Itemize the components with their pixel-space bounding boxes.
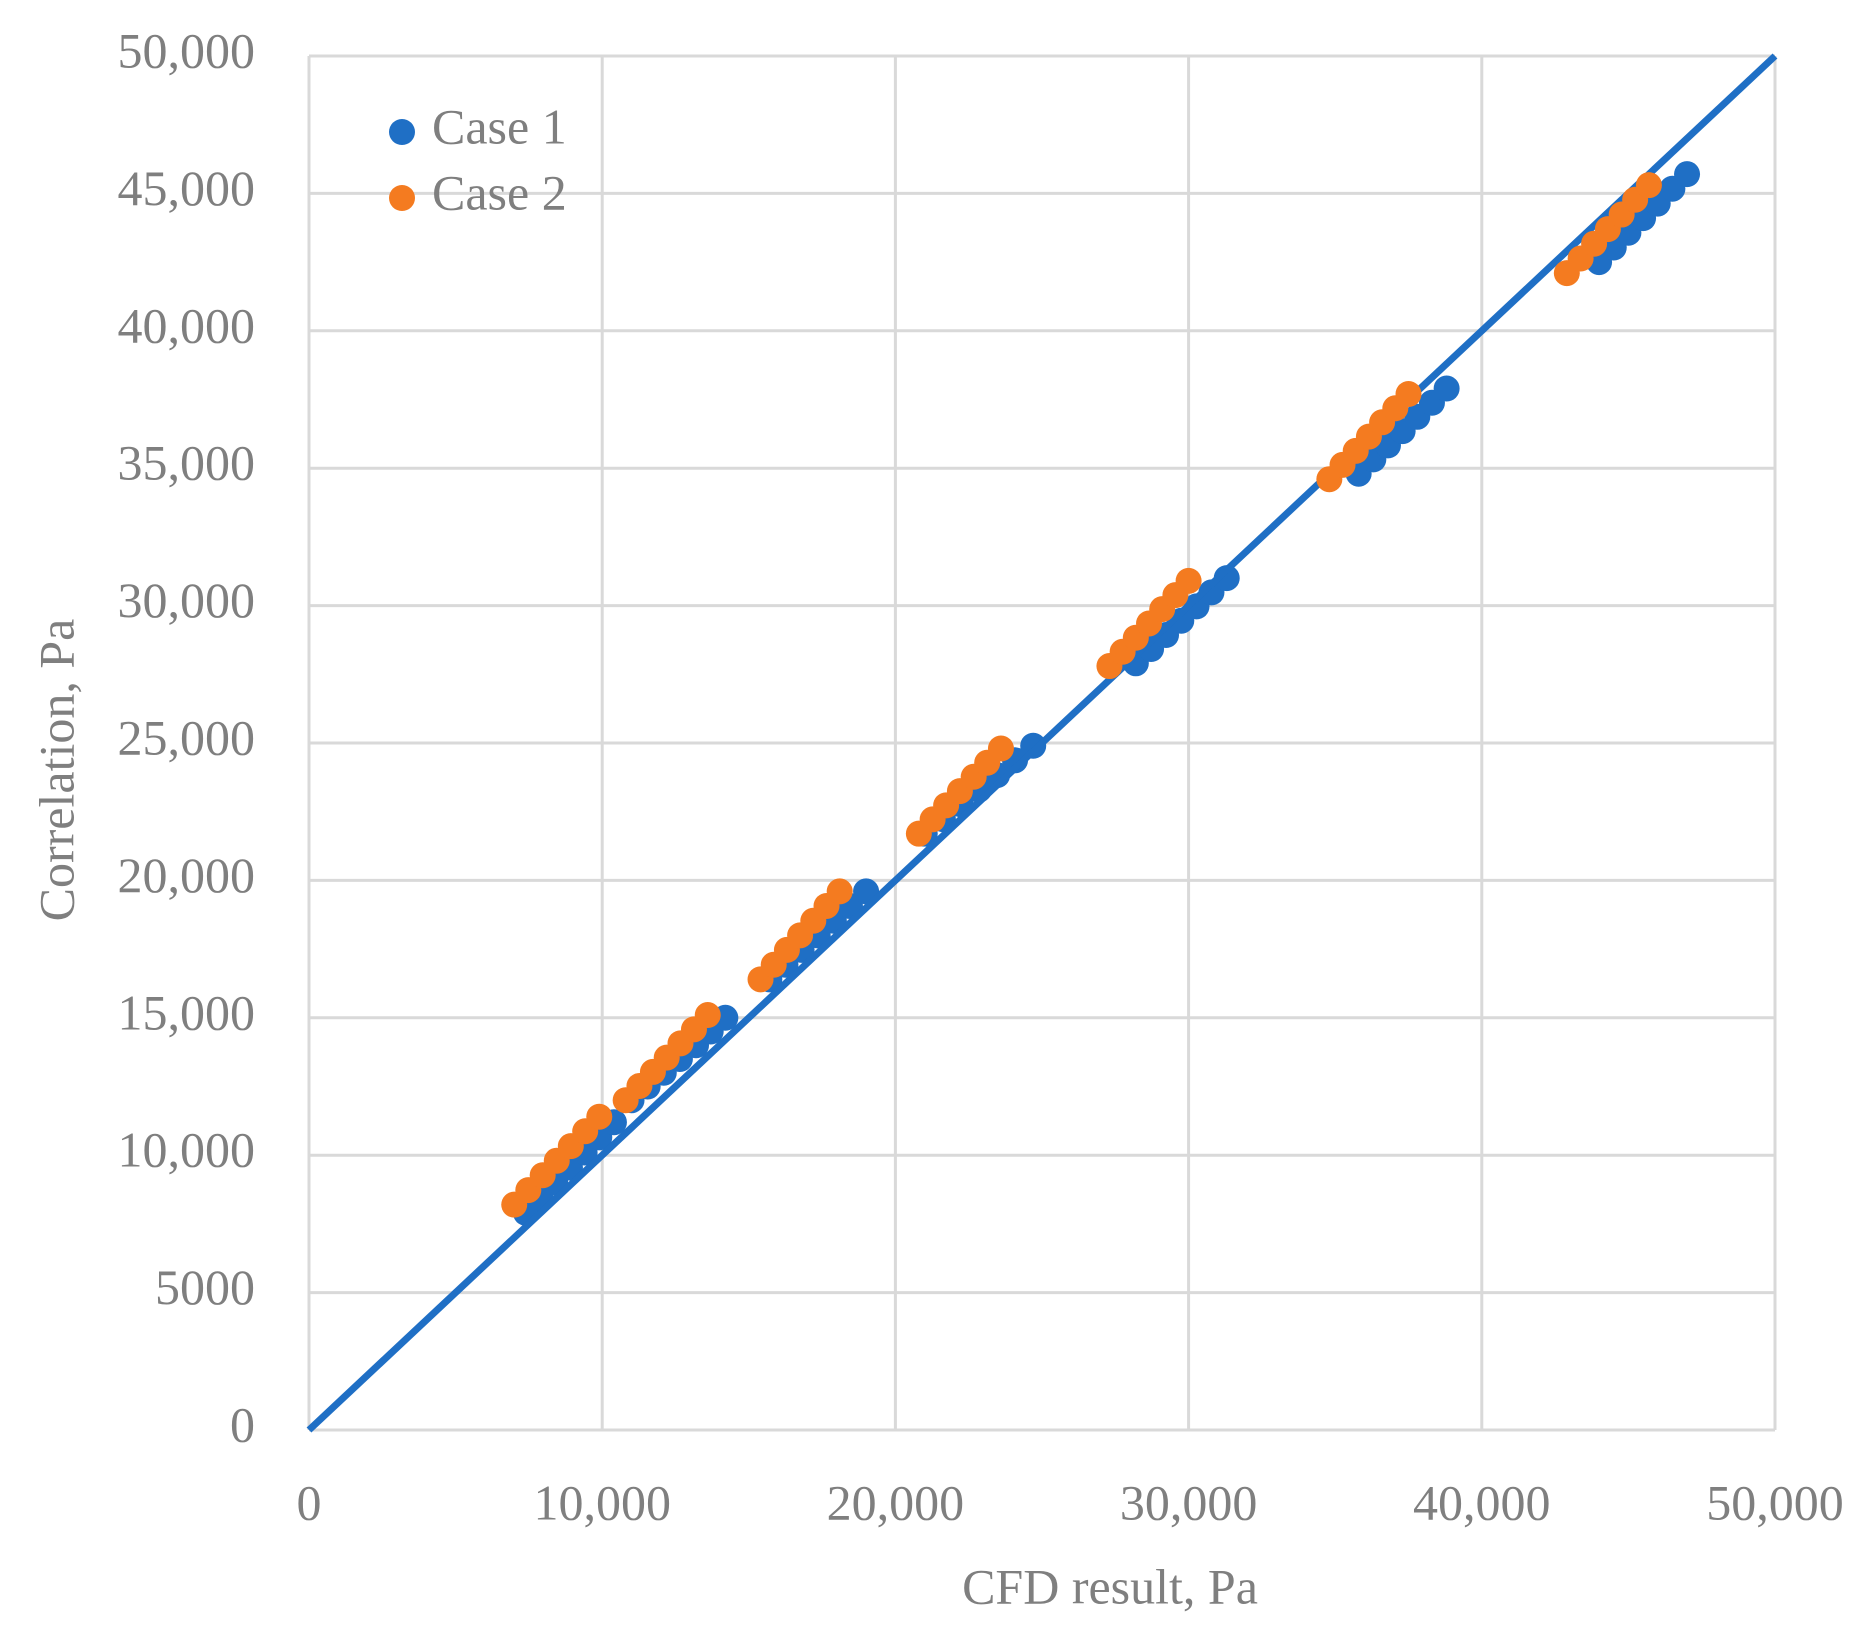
x-tick-label: 30,000 — [1120, 1474, 1258, 1530]
y-tick-label: 20,000 — [118, 847, 256, 903]
legend-marker — [389, 185, 415, 211]
data-point — [586, 1103, 613, 1130]
data-point — [1020, 732, 1047, 759]
reference-line — [306, 53, 1778, 1433]
x-axis-title: CFD result, Pa — [962, 1558, 1258, 1614]
data-point — [694, 1002, 721, 1029]
y-tick-label: 10,000 — [118, 1122, 256, 1178]
y-tick-label: 35,000 — [118, 435, 256, 491]
legend-label: Case 2 — [432, 164, 567, 220]
y-tick-label: 25,000 — [118, 709, 256, 765]
y-axis-title: Correlation, Pa — [28, 619, 84, 922]
y-tick-label: 15,000 — [118, 984, 256, 1040]
data-point — [1433, 375, 1460, 402]
data-point — [826, 878, 853, 905]
y-tick-label: 30,000 — [118, 572, 256, 628]
data-point — [1395, 381, 1422, 408]
legend-marker — [389, 119, 415, 145]
legend-label: Case 1 — [432, 98, 567, 154]
y-tick-label: 50,000 — [118, 22, 256, 78]
x-tick-label: 10,000 — [533, 1474, 671, 1530]
x-tick-label: 50,000 — [1706, 1474, 1844, 1530]
x-tick-label: 20,000 — [827, 1474, 965, 1530]
y-tick-label: 0 — [230, 1396, 255, 1452]
y-tick-label: 45,000 — [118, 160, 256, 216]
data-point — [1635, 172, 1662, 199]
x-tick-label: 40,000 — [1413, 1474, 1551, 1530]
y-tick-label: 40,000 — [118, 297, 256, 353]
y-tick-label: 5000 — [155, 1259, 255, 1315]
data-point — [987, 735, 1014, 762]
data-point — [1674, 161, 1701, 188]
data-point — [1175, 567, 1202, 594]
x-tick-label: 0 — [297, 1474, 322, 1530]
